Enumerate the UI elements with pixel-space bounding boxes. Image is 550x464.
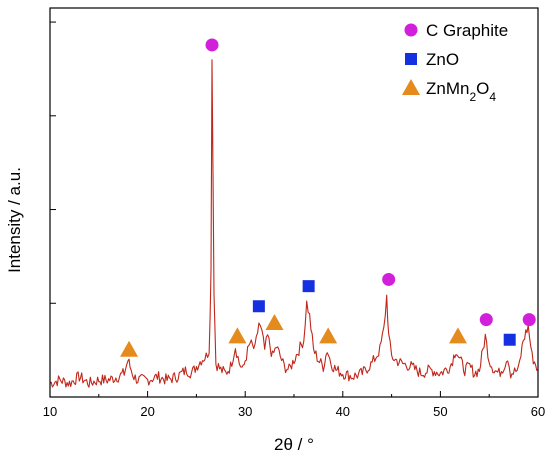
znmn2o4-marker: [448, 327, 467, 344]
legend-triangle-marker: [402, 79, 420, 95]
x-tick-label: 10: [43, 404, 57, 419]
legend-label: ZnMn2O4: [426, 79, 496, 104]
x-tick-label: 40: [336, 404, 350, 419]
znmn2o4-marker: [120, 340, 139, 357]
x-tick-label: 50: [433, 404, 447, 419]
legend-label: C Graphite: [426, 21, 508, 40]
x-tick-label: 20: [140, 404, 154, 419]
zno-marker: [503, 333, 516, 346]
graphite-marker: [382, 272, 396, 286]
legend-label: ZnO: [426, 50, 459, 69]
znmn2o4-marker: [319, 327, 338, 344]
plot-frame: [49, 7, 539, 398]
y-axis-title: Intensity / a.u.: [5, 167, 24, 273]
x-tick-label: 60: [531, 404, 545, 419]
znmn2o4-marker: [228, 327, 247, 344]
legend-circle-marker: [404, 23, 418, 37]
x-axis-title: 2θ / °: [274, 435, 314, 454]
axes: 10 20 30 40 50 60: [43, 7, 545, 419]
zno-marker: [252, 300, 265, 313]
zno-marker: [302, 280, 315, 293]
graphite-marker: [205, 38, 219, 52]
znmn2o4-marker: [265, 314, 284, 330]
legend-square-marker: [405, 53, 417, 65]
x-tick-label: 30: [238, 404, 252, 419]
graphite-marker: [479, 313, 493, 327]
graphite-marker: [522, 313, 536, 327]
legend: C Graphite ZnO ZnMn2O4: [402, 21, 508, 104]
xrd-pattern-line: [49, 59, 539, 388]
plot-area: [49, 38, 539, 388]
